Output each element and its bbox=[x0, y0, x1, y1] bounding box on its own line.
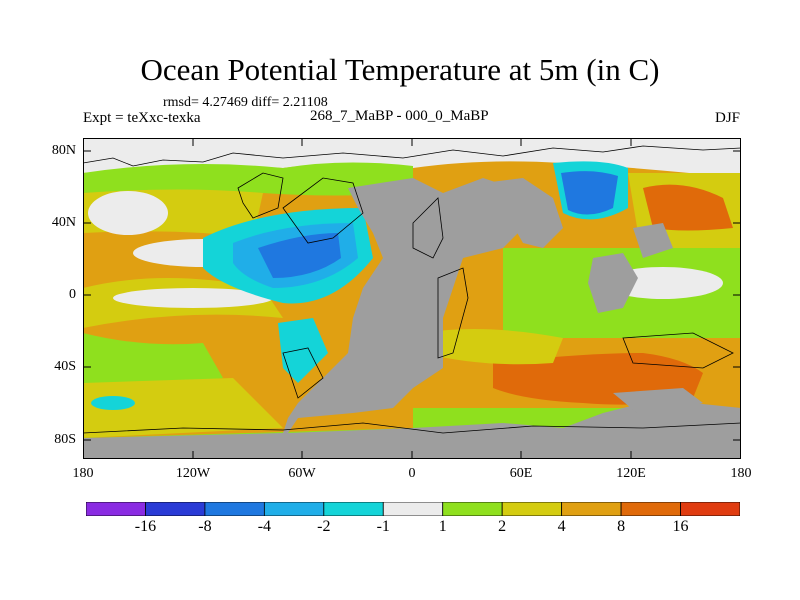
lon-label-60e: 60E bbox=[509, 466, 533, 481]
figure-title: Ocean Potential Temperature at 5m (in C) bbox=[140, 52, 660, 87]
lat-label-80s: 80S bbox=[54, 432, 76, 447]
colorbar-label: -4 bbox=[257, 518, 272, 535]
colorbar-box bbox=[323, 502, 384, 516]
lon-label-180w: 180 bbox=[72, 466, 94, 481]
colorbar-box bbox=[442, 502, 503, 516]
coastline-polygon-3 bbox=[412, 197, 444, 259]
southern-yellow bbox=[83, 378, 283, 438]
colorbar-label: -1 bbox=[376, 518, 390, 535]
colorbar-label: 1 bbox=[438, 518, 447, 535]
lat-label-40s: 40S bbox=[54, 359, 76, 374]
land-mass-ne bbox=[633, 223, 673, 258]
lat-label-40n: 40N bbox=[51, 215, 76, 230]
stats-text: rmsd= 4.27469 diff= 2.21108 bbox=[163, 95, 328, 110]
experiment-label: Expt = teXxc-texka bbox=[83, 110, 201, 126]
land-mass-main bbox=[83, 178, 741, 459]
colorbar-label: 4 bbox=[557, 518, 566, 535]
coastline-antarctic bbox=[83, 422, 741, 434]
coastline-polygon-4 bbox=[437, 267, 469, 359]
lat-label-0: 0 bbox=[69, 287, 76, 302]
colorbar-label: -8 bbox=[198, 518, 212, 535]
lon-label-60w: 60W bbox=[288, 466, 316, 481]
coastline-arctic bbox=[83, 145, 741, 167]
colorbar-label: 16 bbox=[672, 518, 689, 535]
colorbar-box bbox=[263, 502, 325, 516]
lon-label-120w: 120W bbox=[175, 466, 211, 481]
colorbar bbox=[86, 502, 740, 516]
east-hot-patch bbox=[643, 184, 733, 231]
cold-patch-sw bbox=[91, 396, 135, 410]
colorbar-label: 2 bbox=[498, 518, 507, 535]
season-label: DJF bbox=[714, 110, 740, 126]
colorbar-box bbox=[680, 502, 740, 516]
land-mass-north bbox=[483, 178, 563, 248]
cold-anomaly-ne-blue bbox=[561, 171, 618, 215]
north-green-band bbox=[83, 162, 413, 196]
coastline-polygon-2 bbox=[282, 177, 364, 244]
colorbar-label: 8 bbox=[617, 518, 626, 535]
temperature-map bbox=[83, 138, 741, 459]
lon-label-120e: 120E bbox=[616, 466, 646, 481]
cold-anomaly-blue bbox=[258, 233, 341, 278]
colorbar-box bbox=[620, 502, 681, 516]
subtitle: 268_7_MaBP - 000_0_MaBP bbox=[310, 108, 489, 124]
lon-label-0: 0 bbox=[408, 466, 416, 481]
coastline-polygon-5 bbox=[282, 347, 324, 399]
colorbar-box bbox=[501, 502, 563, 516]
lon-label-180e: 180 bbox=[730, 466, 752, 481]
south-yellow-band bbox=[423, 329, 563, 365]
colorbar-box bbox=[204, 502, 265, 516]
colorbar-label: -16 bbox=[134, 518, 157, 535]
coastline-polygon-1 bbox=[237, 172, 284, 219]
land-mass-east bbox=[588, 253, 638, 313]
land-mass-se bbox=[613, 388, 703, 418]
colorbar-box bbox=[561, 502, 622, 516]
colorbar-box bbox=[86, 502, 146, 516]
coastline-polygon-6 bbox=[622, 332, 734, 369]
colorbar-label: -2 bbox=[317, 518, 331, 535]
colorbar-box bbox=[145, 502, 206, 516]
lat-label-80n: 80N bbox=[51, 143, 76, 158]
white-patch-eq bbox=[113, 288, 273, 308]
arctic-region bbox=[83, 138, 741, 178]
colorbar-box bbox=[382, 502, 444, 516]
cold-streak-south bbox=[278, 318, 328, 383]
south-pacific-green bbox=[83, 333, 223, 385]
tick-marks bbox=[83, 138, 741, 459]
white-patch-nw bbox=[88, 191, 168, 235]
